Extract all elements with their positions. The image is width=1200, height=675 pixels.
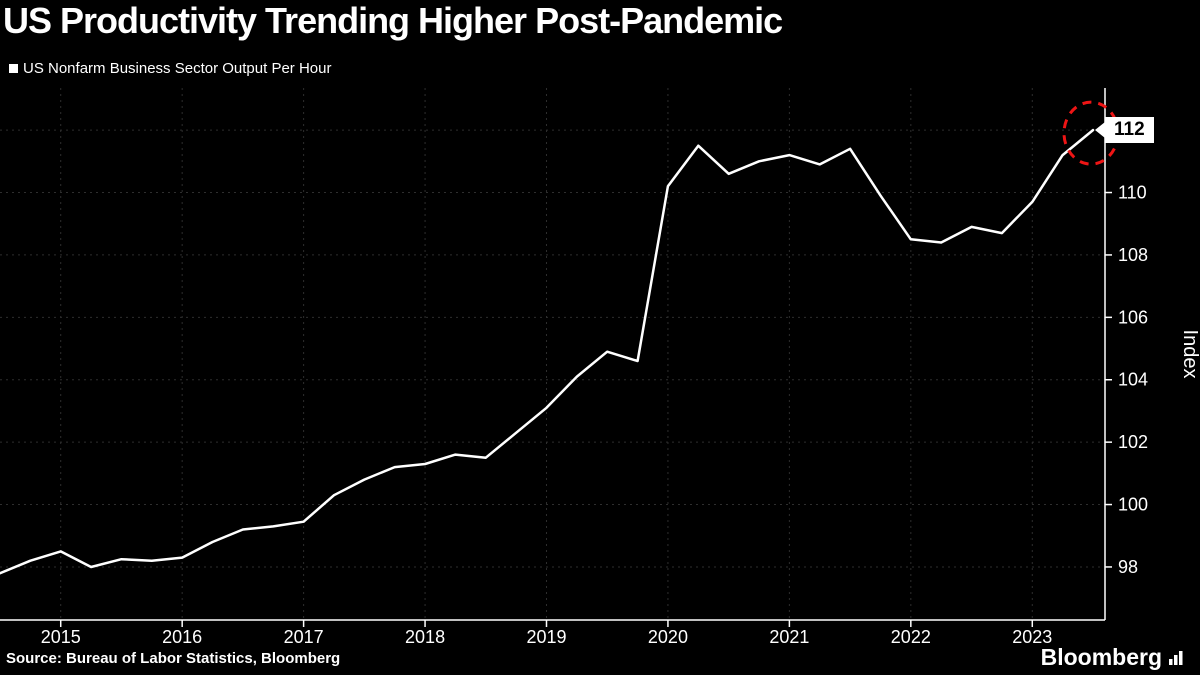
productivity-line — [0, 128, 1095, 575]
x-tick-label: 2018 — [405, 627, 445, 647]
chart-bars-icon — [1169, 650, 1183, 665]
y-tick-label: 98 — [1118, 557, 1138, 577]
last-value-badge: 112 — [1105, 117, 1154, 144]
chart-title: US Productivity Trending Higher Post-Pan… — [3, 0, 783, 41]
x-tick-label: 2016 — [162, 627, 202, 647]
legend-marker-icon — [9, 64, 18, 73]
legend-label: US Nonfarm Business Sector Output Per Ho… — [23, 60, 332, 77]
y-tick-label: 108 — [1118, 245, 1148, 265]
last-value-text: 112 — [1114, 119, 1145, 141]
bloomberg-wordmark: Bloomberg — [1040, 644, 1162, 670]
y-axis-title: Index — [1179, 330, 1200, 379]
x-tick-label: 2015 — [41, 627, 81, 647]
y-tick-label: 102 — [1118, 432, 1148, 452]
y-tick-label: 110 — [1118, 183, 1147, 203]
y-tick-label: 100 — [1118, 495, 1148, 515]
x-tick-label: 2023 — [1012, 627, 1052, 647]
y-tick-label: 106 — [1118, 307, 1148, 327]
x-tick-label: 2021 — [769, 627, 809, 647]
x-tick-label: 2022 — [891, 627, 931, 647]
y-tick-label: 104 — [1118, 370, 1148, 390]
x-tick-label: 2017 — [284, 627, 324, 647]
legend: US Nonfarm Business Sector Output Per Ho… — [9, 60, 331, 77]
bloomberg-logo: Bloomberg — [1041, 644, 1184, 671]
x-tick-label: 2020 — [648, 627, 688, 647]
x-tick-label: 2019 — [526, 627, 566, 647]
source-note: Source: Bureau of Labor Statistics, Bloo… — [6, 650, 341, 667]
